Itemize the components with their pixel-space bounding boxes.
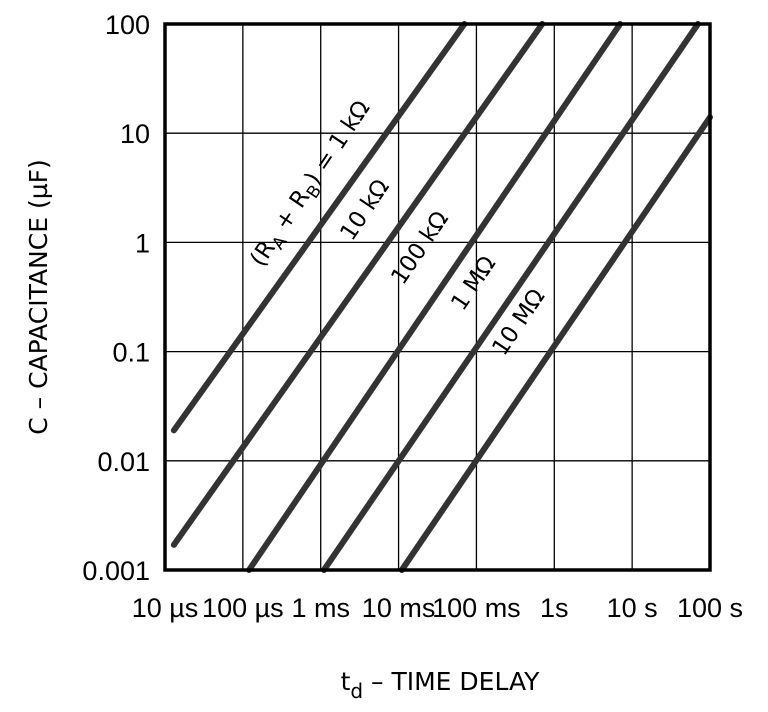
x-tick-label: 100 ms bbox=[432, 593, 521, 623]
x-tick-label: 1 ms bbox=[291, 593, 350, 623]
y-tick-labels: 100 10 1 0.1 0.01 0.001 bbox=[82, 10, 150, 586]
series-line bbox=[170, 21, 546, 548]
x-tick-label: 100 µs bbox=[202, 593, 284, 623]
x-tick-label: 10 µs bbox=[132, 593, 199, 623]
curve-label-100k: 100 kΩ bbox=[386, 207, 453, 290]
y-tick-label: 10 bbox=[120, 119, 150, 149]
curve-label-10k: 10 kΩ bbox=[335, 175, 394, 245]
x-tick-label: 100 s bbox=[677, 593, 743, 623]
x-tick-label: 10 s bbox=[607, 593, 658, 623]
series-line bbox=[246, 21, 624, 573]
y-tick-label: 0.1 bbox=[112, 338, 150, 368]
curve-label-1M: 1 MΩ bbox=[446, 252, 501, 316]
series-line bbox=[170, 21, 468, 434]
x-tick-label: 1s bbox=[540, 593, 569, 623]
x-tick-label: 10 ms bbox=[362, 593, 436, 623]
y-tick-label: 1 bbox=[135, 228, 150, 258]
y-tick-label: 0.001 bbox=[82, 556, 150, 586]
y-tick-label: 100 bbox=[105, 10, 150, 40]
series-line bbox=[398, 114, 713, 573]
x-axis-label: td – TIME DELAY bbox=[341, 667, 541, 703]
curves bbox=[170, 21, 713, 573]
series-line bbox=[320, 21, 701, 573]
curve-label-1k: (RA + RB) = 1 kΩ bbox=[245, 96, 379, 274]
y-axis-label: C – CAPACITANCE (µF) bbox=[24, 159, 53, 435]
y-tick-label: 0.01 bbox=[97, 447, 150, 477]
plot-frame bbox=[163, 22, 712, 572]
